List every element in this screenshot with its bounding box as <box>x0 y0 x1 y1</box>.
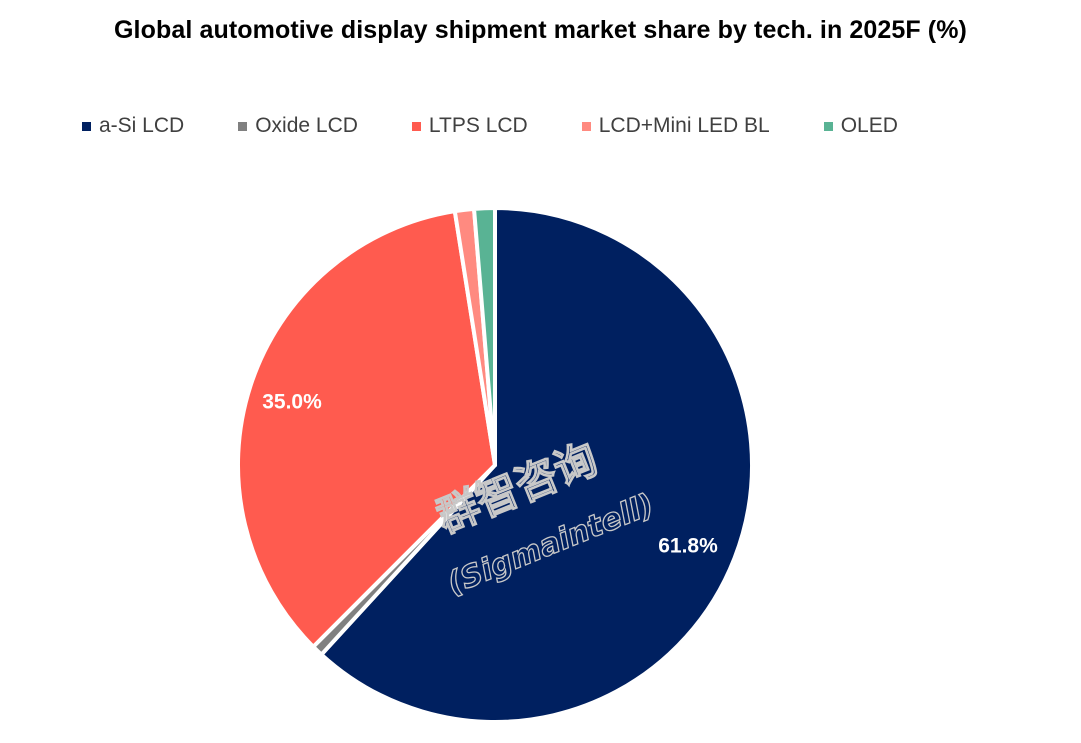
data-label-ltps-lcd: 35.0% <box>262 391 322 414</box>
chart-legend: a-Si LCD Oxide LCD LTPS LCD LCD+Mini LED… <box>82 114 952 138</box>
legend-item-lcd-mini-led-bl[interactable]: LCD+Mini LED BL <box>581 114 770 138</box>
legend-label: Oxide LCD <box>255 114 358 137</box>
pie-slice-ltps-lcd[interactable] <box>236 209 497 649</box>
legend-label: a-Si LCD <box>99 114 185 137</box>
pie-slice-oled[interactable] <box>472 206 497 467</box>
pie-slice-a-si-lcd[interactable] <box>319 206 754 724</box>
legend-swatch <box>581 121 591 131</box>
legend-item-a-si-lcd[interactable]: a-Si LCD <box>82 114 184 138</box>
legend-item-oled[interactable]: OLED <box>823 114 898 138</box>
legend-label: LTPS LCD <box>428 114 528 137</box>
legend-label: OLED <box>840 114 898 137</box>
legend-label: LCD+Mini LED BL <box>598 114 770 137</box>
legend-swatch <box>238 121 248 131</box>
pie-data-labels: 61.8% 35.0% <box>262 391 718 558</box>
legend-swatch <box>411 121 421 131</box>
chart-title: Global automotive display shipment marke… <box>114 16 967 44</box>
legend-item-oxide-lcd[interactable]: Oxide LCD <box>238 114 358 138</box>
pie-slices <box>236 206 754 724</box>
legend-swatch <box>82 121 91 131</box>
legend-item-ltps-lcd[interactable]: LTPS LCD <box>411 114 528 138</box>
data-label-a-si-lcd: 61.8% <box>658 535 718 558</box>
legend-swatch <box>823 121 833 131</box>
